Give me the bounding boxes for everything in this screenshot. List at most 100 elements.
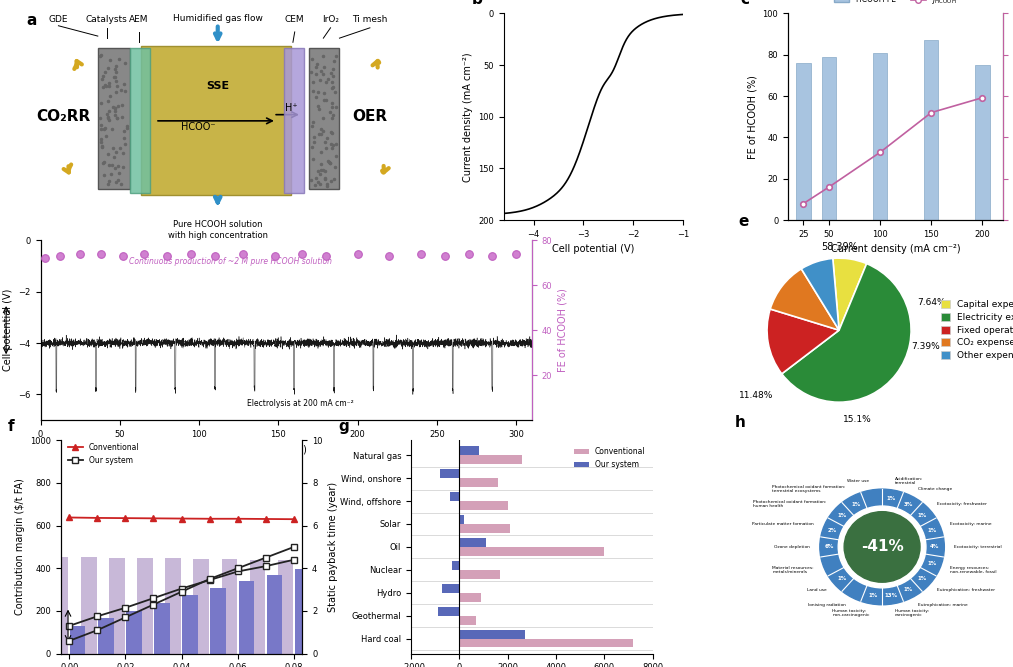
Text: 1%: 1%	[886, 496, 895, 501]
Text: OER: OER	[353, 109, 387, 124]
Text: 1%: 1%	[868, 593, 877, 598]
Text: Human toxicity:
non-carcinogenic: Human toxicity: non-carcinogenic	[832, 608, 869, 617]
Bar	[238, 581, 254, 654]
Bar	[440, 470, 459, 478]
Text: 1%: 1%	[918, 576, 927, 581]
FancyBboxPatch shape	[284, 49, 304, 193]
Bar	[438, 607, 459, 616]
Bar	[278, 560, 293, 654]
Bar	[459, 616, 476, 624]
Y-axis label: Cell potential (V): Cell potential (V)	[3, 289, 13, 372]
Y-axis label: FE of HCOOH (%): FE of HCOOH (%)	[747, 75, 757, 159]
Bar	[266, 575, 282, 654]
Text: -41%: -41%	[861, 540, 904, 554]
Bar	[81, 557, 96, 654]
Text: 6%: 6%	[825, 544, 834, 550]
Text: HCOO⁻: HCOO⁻	[180, 122, 216, 132]
Bar	[976, 65, 990, 220]
Text: GDE: GDE	[49, 15, 68, 24]
Bar	[127, 611, 142, 654]
Text: 7.64%: 7.64%	[917, 298, 945, 307]
Bar	[165, 558, 180, 654]
Text: 13%: 13%	[884, 593, 898, 598]
FancyBboxPatch shape	[98, 49, 130, 189]
Text: Ecotoxicity: terrestrial: Ecotoxicity: terrestrial	[954, 545, 1002, 549]
Bar	[822, 57, 836, 220]
Text: 4%: 4%	[930, 544, 939, 550]
Text: Human toxicity:
carcinogenic: Human toxicity: carcinogenic	[894, 608, 929, 617]
Legend: Conventional, Our system: Conventional, Our system	[65, 440, 143, 468]
Bar	[452, 561, 459, 570]
Bar	[249, 560, 265, 654]
Bar	[109, 558, 125, 654]
Text: 7.39%: 7.39%	[911, 342, 940, 351]
Text: 1%: 1%	[927, 528, 936, 533]
X-axis label: Time (h): Time (h)	[265, 444, 307, 454]
Ellipse shape	[838, 506, 926, 588]
Bar	[137, 558, 153, 654]
X-axis label: Cell potential (V): Cell potential (V)	[552, 244, 634, 254]
Text: Ecotoxicity: marine: Ecotoxicity: marine	[950, 522, 992, 526]
Bar	[295, 570, 310, 654]
Text: 1%: 1%	[927, 561, 936, 566]
FancyBboxPatch shape	[309, 49, 339, 189]
X-axis label: Current density (mA cm⁻²): Current density (mA cm⁻²)	[831, 244, 960, 254]
Text: Climate change: Climate change	[918, 487, 952, 491]
Text: Electrolysis at 200 mA cm⁻²: Electrolysis at 200 mA cm⁻²	[247, 399, 354, 408]
Bar	[211, 588, 226, 654]
Text: H⁺: H⁺	[285, 103, 298, 113]
Bar	[459, 593, 481, 602]
Text: 1%: 1%	[851, 502, 860, 507]
FancyBboxPatch shape	[130, 49, 150, 193]
Text: 3%: 3%	[904, 502, 913, 507]
Text: 1%: 1%	[837, 513, 846, 518]
Text: 1%: 1%	[918, 513, 927, 518]
Bar	[924, 40, 938, 220]
Text: Ozone depletion: Ozone depletion	[774, 545, 809, 549]
Bar	[459, 538, 486, 547]
Bar	[459, 446, 479, 455]
Bar	[222, 559, 237, 654]
Text: 11.48%: 11.48%	[739, 392, 773, 400]
Legend: HCOOH FE, $j_\mathrm{HCOOH}$: HCOOH FE, $j_\mathrm{HCOOH}$	[831, 0, 960, 9]
Wedge shape	[770, 269, 839, 330]
Bar	[70, 626, 85, 654]
Text: Water use: Water use	[848, 479, 869, 483]
Y-axis label: Static payback time (year): Static payback time (year)	[328, 482, 338, 612]
FancyBboxPatch shape	[141, 47, 291, 195]
Text: Acidification:
terrestrial: Acidification: terrestrial	[894, 477, 923, 486]
Wedge shape	[767, 309, 839, 374]
Wedge shape	[833, 258, 867, 330]
Bar	[459, 570, 500, 578]
Text: h: h	[735, 415, 746, 430]
Text: Ecotoxicity: freshwater: Ecotoxicity: freshwater	[937, 502, 988, 506]
Text: Pure HCOOH solution
with high concentration: Pure HCOOH solution with high concentrat…	[168, 220, 267, 239]
Bar	[450, 492, 459, 501]
Text: 15.1%: 15.1%	[843, 415, 871, 424]
Text: CO₂RR: CO₂RR	[36, 109, 91, 124]
Text: IrO₂: IrO₂	[322, 15, 339, 24]
Ellipse shape	[844, 512, 920, 582]
Bar	[98, 618, 113, 654]
Bar	[443, 584, 459, 593]
Text: b: b	[472, 0, 482, 7]
Bar	[459, 524, 511, 533]
Text: 1%: 1%	[904, 587, 913, 592]
Bar	[182, 595, 198, 654]
Bar	[873, 53, 887, 220]
Text: f: f	[8, 419, 14, 434]
Text: Eutrophication: freshwater: Eutrophication: freshwater	[937, 588, 996, 592]
Bar	[193, 559, 209, 654]
Text: Continuous production of ~2 M pure HCOOH solution: Continuous production of ~2 M pure HCOOH…	[129, 257, 332, 265]
Bar	[796, 63, 810, 220]
Wedge shape	[801, 258, 839, 330]
Text: Eutrophication: marine: Eutrophication: marine	[918, 603, 968, 607]
Bar	[459, 455, 522, 464]
Ellipse shape	[820, 489, 944, 605]
Text: AEM: AEM	[130, 15, 149, 24]
Y-axis label: FE of HCOOH (%): FE of HCOOH (%)	[558, 288, 568, 372]
Text: e: e	[738, 214, 749, 229]
Text: g: g	[338, 419, 349, 434]
Bar	[459, 478, 498, 487]
Wedge shape	[782, 263, 911, 402]
